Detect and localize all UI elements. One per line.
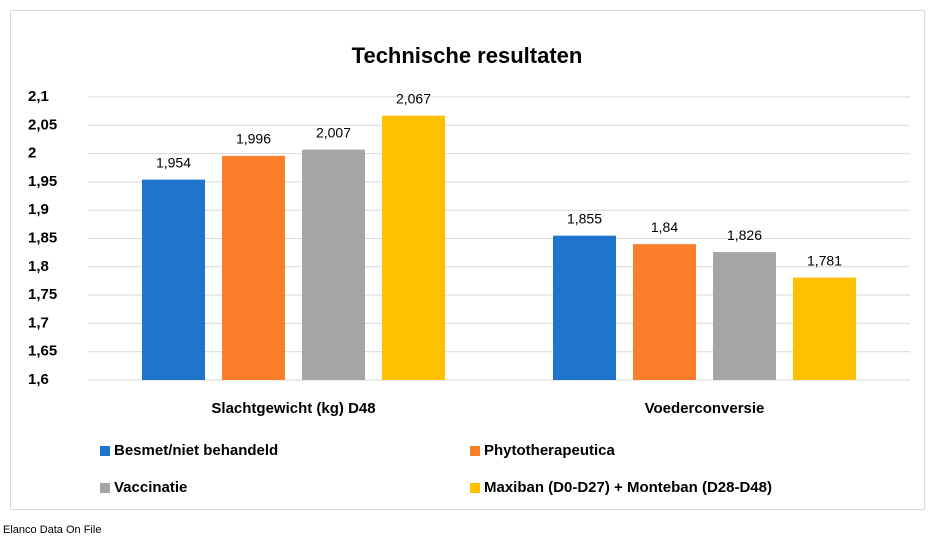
data-label: 1,954 xyxy=(156,154,191,170)
data-label: 1,781 xyxy=(807,252,842,268)
y-tick-label: 1,7 xyxy=(28,314,49,331)
data-label: 2,067 xyxy=(396,90,431,106)
legend-label: Phytotherapeutica xyxy=(484,442,616,459)
y-tick-label: 1,6 xyxy=(28,371,49,388)
y-tick-label: 1,95 xyxy=(28,173,57,190)
y-tick-label: 1,85 xyxy=(28,229,57,246)
bar xyxy=(142,179,205,380)
legend-label: Maxiban (D0-D27) + Monteban (D28-D48) xyxy=(484,479,772,496)
bar xyxy=(553,235,616,380)
bar xyxy=(633,244,696,380)
legend-label: Besmet/niet behandeld xyxy=(114,442,278,459)
source-note: Elanco Data On File xyxy=(3,524,101,536)
bar xyxy=(793,277,856,380)
y-tick-label: 1,9 xyxy=(28,201,49,218)
chart-title: Technische resultaten xyxy=(352,43,583,68)
data-label: 1,855 xyxy=(567,210,602,226)
legend-swatch xyxy=(100,446,110,456)
x-tick-label: Voederconversie xyxy=(645,400,765,417)
bar xyxy=(713,252,776,380)
y-tick-label: 2,05 xyxy=(28,116,57,133)
y-tick-label: 2 xyxy=(28,145,36,162)
y-tick-label: 2,1 xyxy=(28,88,49,105)
data-label: 1,84 xyxy=(651,219,678,235)
legend-swatch xyxy=(470,446,480,456)
y-tick-label: 1,65 xyxy=(28,343,57,360)
x-tick-label: Slachtgewicht (kg) D48 xyxy=(211,400,375,417)
y-tick-label: 1,75 xyxy=(28,286,57,303)
data-label: 1,826 xyxy=(727,227,762,243)
bar xyxy=(302,149,365,380)
legend-swatch xyxy=(100,483,110,493)
legend-label: Vaccinatie xyxy=(114,479,187,496)
y-tick-label: 1,8 xyxy=(28,258,49,275)
legend-swatch xyxy=(470,483,480,493)
bar xyxy=(382,115,445,380)
data-label: 1,996 xyxy=(236,131,271,147)
data-label: 2,007 xyxy=(316,124,351,140)
bar xyxy=(222,155,285,380)
